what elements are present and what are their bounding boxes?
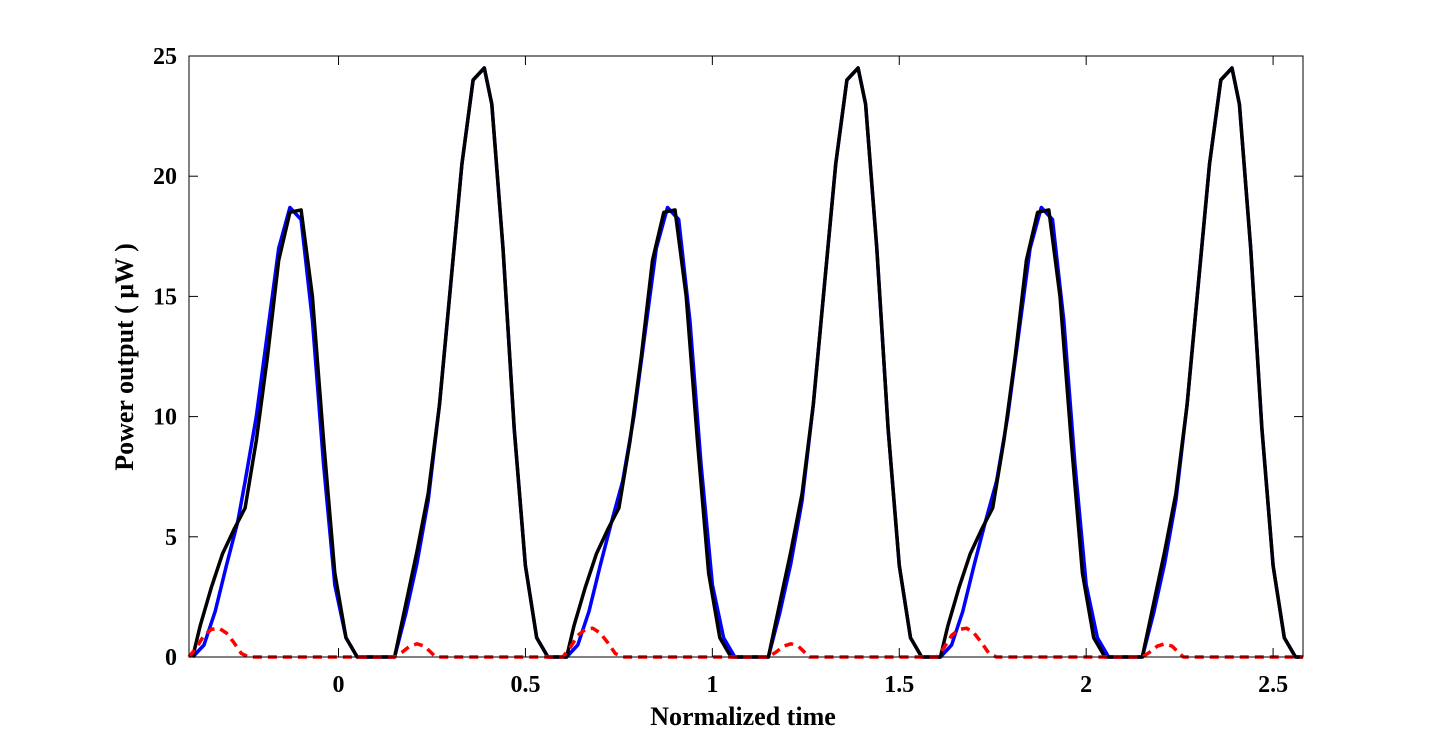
x-tick-label: 1.5 [884,672,914,698]
x-tick-label: 0.5 [510,672,540,698]
x-tick-label: 0 [333,672,345,698]
y-tick-label: 0 [165,645,177,671]
y-axis-title: Power output ( μW ) [110,243,139,471]
x-tick-label: 2.5 [1258,672,1288,698]
x-axis-title: Normalized time [650,702,836,731]
x-tick-label: 1 [706,672,718,698]
x-tick-label: 2 [1080,672,1092,698]
y-tick-label: 10 [153,405,177,431]
y-tick-label: 15 [153,284,177,310]
axis-ticks: 0 0.5 1 1.5 2 2.5 0 5 10 15 20 25 [153,44,1303,698]
series-line-1 [191,66,1303,659]
plot-area [187,66,1303,659]
y-tick-label: 5 [165,525,177,551]
y-tick-label: 20 [153,164,177,190]
axes-frame [188,55,1304,658]
series-line-2 [190,66,1303,659]
y-tick-label: 25 [153,44,177,70]
